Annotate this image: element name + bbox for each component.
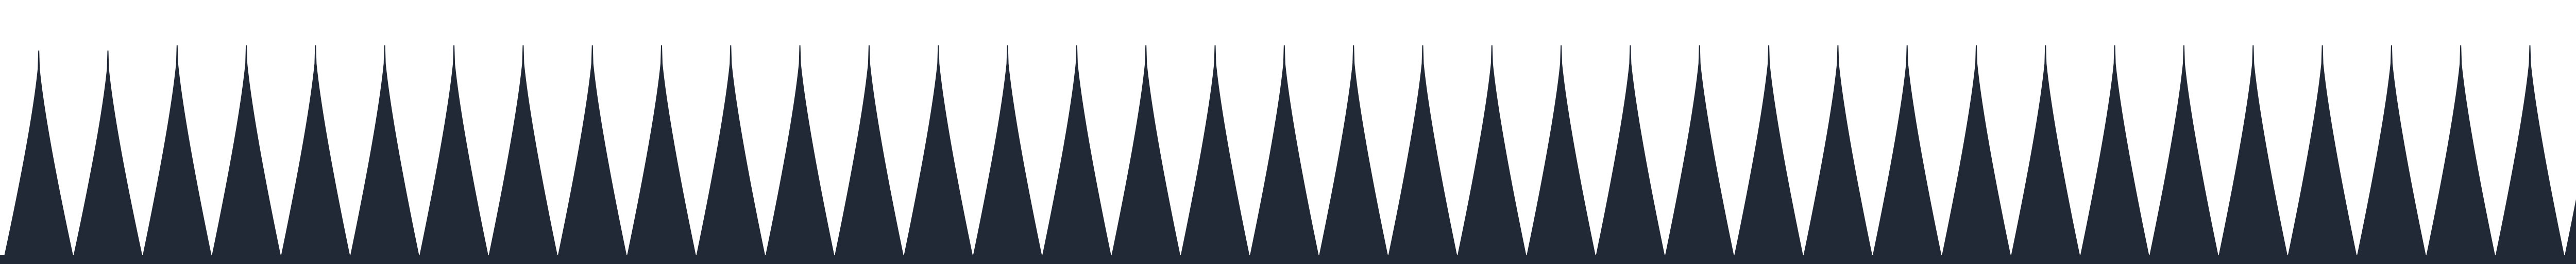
spike [2426,45,2496,256]
spike [2011,45,2080,256]
spike [2287,45,2357,256]
spike [1526,45,1596,256]
spike [1734,45,1804,256]
spike [142,45,212,256]
spike [765,45,835,256]
spike [4,51,74,256]
spike [973,45,1042,256]
spike [2218,45,2288,256]
spike [211,45,281,256]
spike [696,45,766,256]
spike [488,45,558,256]
spike [2149,45,2219,256]
spike [904,45,973,256]
spike [73,51,143,256]
spike [1803,45,1873,256]
spike [1941,45,2011,256]
spike [626,45,697,256]
spike-row [4,45,2576,256]
spike [1319,45,1388,256]
spike [2495,45,2565,256]
spike [2080,45,2149,256]
spike [2357,45,2427,256]
spike [350,45,419,256]
spike [1872,45,1942,256]
spike [1042,45,1112,256]
spike [1665,45,1734,256]
spike [1111,45,1181,256]
spike [834,45,904,256]
spike [1596,45,1665,256]
spike [1249,45,1319,256]
spike-border-base [0,255,2576,264]
spike [281,45,350,256]
spike [419,45,489,256]
spike [1180,45,1250,256]
spike [2564,199,2576,256]
spike [557,45,627,256]
spike [1457,45,1527,256]
spike [1388,45,1458,256]
